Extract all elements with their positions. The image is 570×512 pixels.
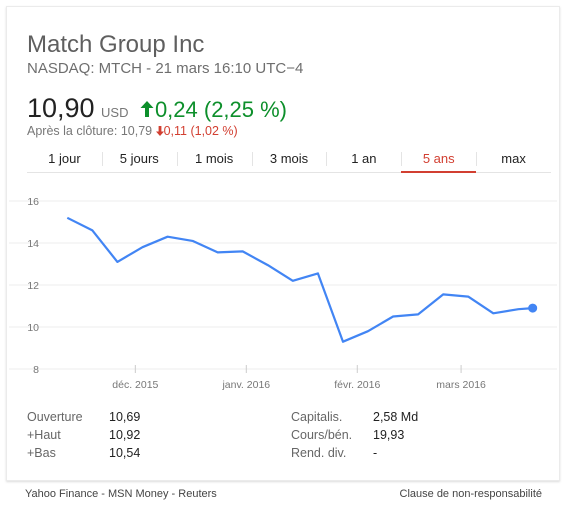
current-price: 10,90 xyxy=(27,93,95,123)
price-row: 10,90 USD 0,24 (2,25 %) xyxy=(27,93,287,124)
price-change: 0,24 (2,25 %) xyxy=(139,97,287,122)
price-line xyxy=(66,216,533,343)
stat-row-open: Ouverture 10,69 xyxy=(27,410,140,428)
stat-value: - xyxy=(373,446,378,460)
tab-1-day[interactable]: 1 jour xyxy=(27,147,102,173)
stat-value: 2,58 Md xyxy=(373,410,419,424)
price-change-value: 0,24 (2,25 %) xyxy=(154,97,288,122)
stat-label: Rend. div. xyxy=(291,446,347,460)
down-arrow-icon xyxy=(155,126,164,136)
x-tick-label: févr. 2016 xyxy=(334,379,380,391)
footer-sources: Yahoo Finance - MSN Money - Reuters xyxy=(25,488,217,500)
after-hours-change-value: 0,11 (1,02 %) xyxy=(163,124,238,138)
stat-value: 10,69 xyxy=(109,410,141,424)
disclaimer-link[interactable]: Clause de non-responsabilité xyxy=(399,488,542,500)
stats-left: Ouverture 10,69 +Haut 10,92 +Bas 10,54 xyxy=(27,410,140,464)
stat-row-pe-ratio: Cours/bén. 19,93 xyxy=(291,428,418,446)
tab-5-years[interactable]: 5 ans xyxy=(401,147,477,173)
tab-max[interactable]: max xyxy=(476,147,552,173)
y-tick-label: 8 xyxy=(33,364,39,376)
x-tick-label: janv. 2016 xyxy=(221,379,270,391)
stats-right: Capitalis. 2,58 Md Cours/bén. 19,93 Rend… xyxy=(291,410,418,464)
stat-label: Ouverture xyxy=(27,410,83,424)
source-link-reuters[interactable]: Reuters xyxy=(178,488,217,500)
source-separator: - xyxy=(168,488,179,500)
tab-3-months[interactable]: 3 mois xyxy=(251,147,327,173)
price-chart[interactable]: 8 10 12 14 16 déc. 2015 janv. 2016 févr. 2016 ma… xyxy=(7,172,559,402)
stat-row-market-cap: Capitalis. 2,58 Md xyxy=(291,410,418,428)
stat-value: 10,54 xyxy=(109,446,141,460)
source-link-yahoo[interactable]: Yahoo Finance xyxy=(25,488,99,500)
y-tick-label: 14 xyxy=(27,238,39,250)
y-tick-label: 10 xyxy=(27,322,39,334)
stat-label: Cours/bén. xyxy=(291,428,353,442)
after-hours-label: Après la clôture: xyxy=(27,124,118,138)
after-hours-change: 0,11 (1,02 %) xyxy=(155,124,238,138)
source-link-msn[interactable]: MSN Money xyxy=(107,488,169,500)
exchange-line: NASDAQ: MTCH - 21 mars 16:10 UTC−4 xyxy=(27,60,304,77)
y-tick-label: 16 xyxy=(27,196,39,208)
after-hours-row: Après la clôture: 10,79 0,11 (1,02 %) xyxy=(27,124,238,138)
tab-1-year[interactable]: 1 an xyxy=(326,147,402,173)
stat-row-dividend-yield: Rend. div. - xyxy=(291,446,418,464)
x-tick-label: mars 2016 xyxy=(436,379,486,391)
after-hours-price: 10,79 xyxy=(120,124,153,138)
last-price-point xyxy=(528,303,538,313)
x-tick-label: déc. 2015 xyxy=(112,379,158,391)
stat-label: Capitalis. xyxy=(291,410,343,424)
source-separator: - xyxy=(98,488,108,500)
tab-5-days[interactable]: 5 jours xyxy=(101,147,177,173)
stat-value: 19,93 xyxy=(373,428,405,442)
currency-label: USD xyxy=(101,105,129,120)
range-tabs: 1 jour 5 jours 1 mois 3 mois 1 an 5 ans … xyxy=(27,147,552,173)
stat-label: +Haut xyxy=(27,428,61,442)
stat-value: 10,92 xyxy=(109,428,141,442)
tab-1-month[interactable]: 1 mois xyxy=(176,147,252,173)
up-arrow-icon xyxy=(140,101,154,117)
stock-card: Match Group Inc NASDAQ: MTCH - 21 mars 1… xyxy=(6,6,560,481)
y-tick-label: 12 xyxy=(27,280,39,292)
stat-row-high: +Haut 10,92 xyxy=(27,428,140,446)
stat-label: +Bas xyxy=(27,446,56,460)
company-name[interactable]: Match Group Inc xyxy=(27,31,205,58)
stat-row-low: +Bas 10,54 xyxy=(27,446,140,464)
